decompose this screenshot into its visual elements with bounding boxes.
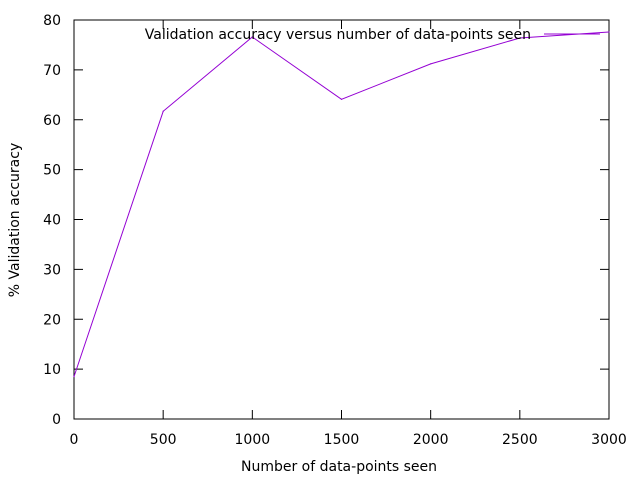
data-point [251,36,253,38]
y-tick-label: 40 [43,213,61,229]
y-tick-label: 0 [52,412,61,428]
x-tick-label: 3000 [591,432,627,448]
x-tick-label: 2500 [502,432,538,448]
data-point [519,37,521,39]
x-tick-label: 500 [150,432,177,448]
x-tick-label: 1500 [324,432,360,448]
legend: Validation accuracy versus number of dat… [145,27,600,43]
y-tick-label: 60 [43,113,61,129]
y-tick-label: 50 [43,163,61,179]
data-point [73,376,75,378]
data-point [162,110,164,112]
x-axis-label: Number of data-points seen [241,459,437,475]
series-line [73,31,610,377]
x-axis-ticks: 0 500 1000 1500 2000 2500 3000 [70,20,627,448]
x-tick-label: 2000 [413,432,449,448]
y-axis-ticks: 0 10 20 30 40 50 60 70 80 [43,13,609,428]
series-layer [73,31,610,378]
y-tick-label: 20 [43,312,61,328]
y-tick-label: 80 [43,13,61,29]
x-tick-label: 0 [70,432,79,448]
y-tick-label: 30 [43,262,61,278]
data-point [340,98,343,100]
legend-entry-label: Validation accuracy versus number of dat… [145,27,531,43]
data-point [608,31,610,33]
x-tick-label: 1000 [235,432,271,448]
plot-frame [73,19,610,420]
y-tick-label: 70 [43,63,61,79]
data-point [430,63,432,65]
y-axis-label: % Validation accuracy [7,143,23,298]
y-tick-label: 10 [43,362,61,378]
